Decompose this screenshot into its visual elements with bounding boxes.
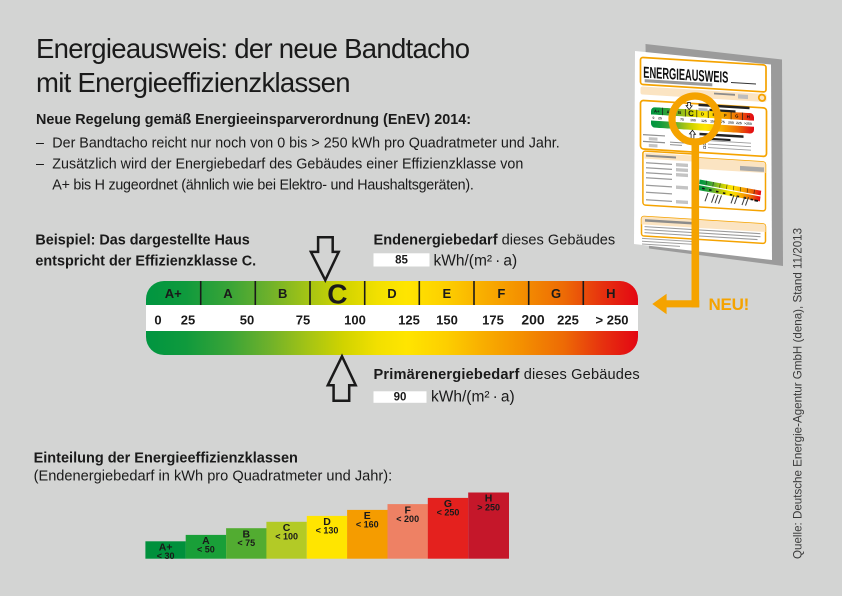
svg-text:Der Bandtacho reicht nur noch: Der Bandtacho reicht nur noch von 0 bis … (52, 135, 559, 151)
svg-text:< 50: < 50 (197, 545, 215, 555)
svg-text:< 30: < 30 (157, 551, 175, 561)
svg-text:G: G (444, 498, 452, 510)
svg-text:H: H (606, 286, 615, 301)
svg-text:< 130: < 130 (316, 526, 339, 536)
svg-text:< 100: < 100 (275, 532, 298, 542)
svg-text:200: 200 (521, 312, 545, 328)
svg-text:F: F (404, 504, 411, 516)
svg-text:50: 50 (240, 313, 254, 328)
svg-text:200: 200 (728, 121, 734, 125)
svg-text:175: 175 (719, 120, 725, 124)
svg-text:B: B (243, 528, 251, 540)
svg-text:A+ bis H zugeordnet (ähnlich w: A+ bis H zugeordnet (ähnlich wie bei Ele… (52, 178, 473, 194)
svg-text:90: 90 (394, 392, 407, 404)
svg-text:25: 25 (181, 313, 195, 328)
svg-text:>250: >250 (744, 121, 752, 125)
svg-text:125: 125 (398, 313, 420, 328)
svg-text:175: 175 (482, 313, 504, 328)
svg-text:< 160: < 160 (356, 520, 379, 530)
svg-text:Primärenergiebedarf dieses Geb: Primärenergiebedarf dieses Gebäudes (374, 367, 640, 383)
svg-text:> 250: > 250 (596, 313, 629, 328)
svg-text:Zusätzlich wird der Energiebed: Zusätzlich wird der Energiebedarf des Ge… (52, 157, 523, 173)
svg-text:H: H (485, 493, 493, 505)
svg-text:225: 225 (557, 313, 579, 328)
svg-text:A: A (202, 535, 210, 547)
svg-text:–: – (36, 157, 44, 173)
svg-text:D: D (701, 111, 704, 116)
svg-text:Neue Regelung gemäß Energieein: Neue Regelung gemäß Energieeinsparverord… (36, 112, 471, 128)
svg-text:75: 75 (680, 118, 684, 122)
svg-text:C: C (688, 109, 694, 118)
svg-text:G: G (551, 286, 561, 301)
svg-text:25: 25 (658, 116, 662, 120)
svg-text:F: F (497, 286, 505, 301)
svg-text:100: 100 (690, 118, 696, 122)
svg-text:(Endenergiebedarf in kWh pro Q: (Endenergiebedarf in kWh pro Quadratmete… (34, 469, 393, 485)
svg-text:kWh/(m² · a): kWh/(m² · a) (431, 389, 515, 406)
svg-text:Einteilung der Energieeffizien: Einteilung der Energieeffizienzklassen (34, 451, 298, 467)
svg-text:B: B (678, 110, 681, 115)
svg-text:A: A (223, 286, 233, 301)
svg-text:D: D (387, 286, 396, 301)
svg-text:Energieausweis: der neue Bandt: Energieausweis: der neue Bandtacho (36, 33, 470, 64)
svg-text:< 200: < 200 (396, 514, 419, 524)
svg-text:100: 100 (344, 313, 366, 328)
svg-text:225: 225 (736, 121, 742, 125)
svg-text:kWh/(m² · a): kWh/(m² · a) (434, 253, 518, 270)
svg-text:0: 0 (154, 313, 161, 328)
svg-text:85: 85 (395, 255, 408, 267)
svg-text:D: D (323, 516, 331, 528)
svg-text:A: A (667, 109, 670, 114)
svg-text:< 75: < 75 (237, 538, 255, 548)
svg-text:entspricht der Effizienzklasse: entspricht der Effizienzklasse C. (35, 253, 256, 269)
svg-text:> 250: > 250 (477, 502, 500, 512)
svg-text:A+: A+ (654, 108, 660, 113)
svg-text:< 250: < 250 (437, 508, 460, 518)
svg-text:75: 75 (296, 313, 310, 328)
svg-text:Endenergiebedarf dieses Gebäud: Endenergiebedarf dieses Gebäudes (374, 233, 616, 249)
svg-text:A+: A+ (159, 542, 173, 554)
svg-text:C: C (327, 278, 347, 309)
svg-text:Quelle: Deutsche Energie-Agent: Quelle: Deutsche Energie-Agentur GmbH (d… (792, 228, 805, 559)
svg-text:125: 125 (701, 119, 707, 123)
svg-text:150: 150 (436, 313, 458, 328)
svg-text:F: F (724, 113, 727, 118)
svg-text:0: 0 (653, 116, 655, 120)
svg-text:NEU!: NEU! (709, 295, 750, 314)
svg-text:C: C (283, 522, 291, 534)
svg-text:–: – (36, 135, 44, 151)
svg-text:E: E (364, 510, 371, 522)
svg-text:E: E (442, 286, 451, 301)
svg-text:B: B (278, 286, 287, 301)
svg-text:G: G (735, 113, 738, 118)
svg-text:150: 150 (710, 119, 716, 123)
svg-text:mit Energieeffizienzklassen: mit Energieeffizienzklassen (36, 67, 350, 98)
svg-text:H: H (747, 114, 750, 119)
svg-text:Beispiel: Das dargestellte Hau: Beispiel: Das dargestellte Haus (35, 233, 249, 249)
svg-text:A+: A+ (165, 286, 182, 301)
